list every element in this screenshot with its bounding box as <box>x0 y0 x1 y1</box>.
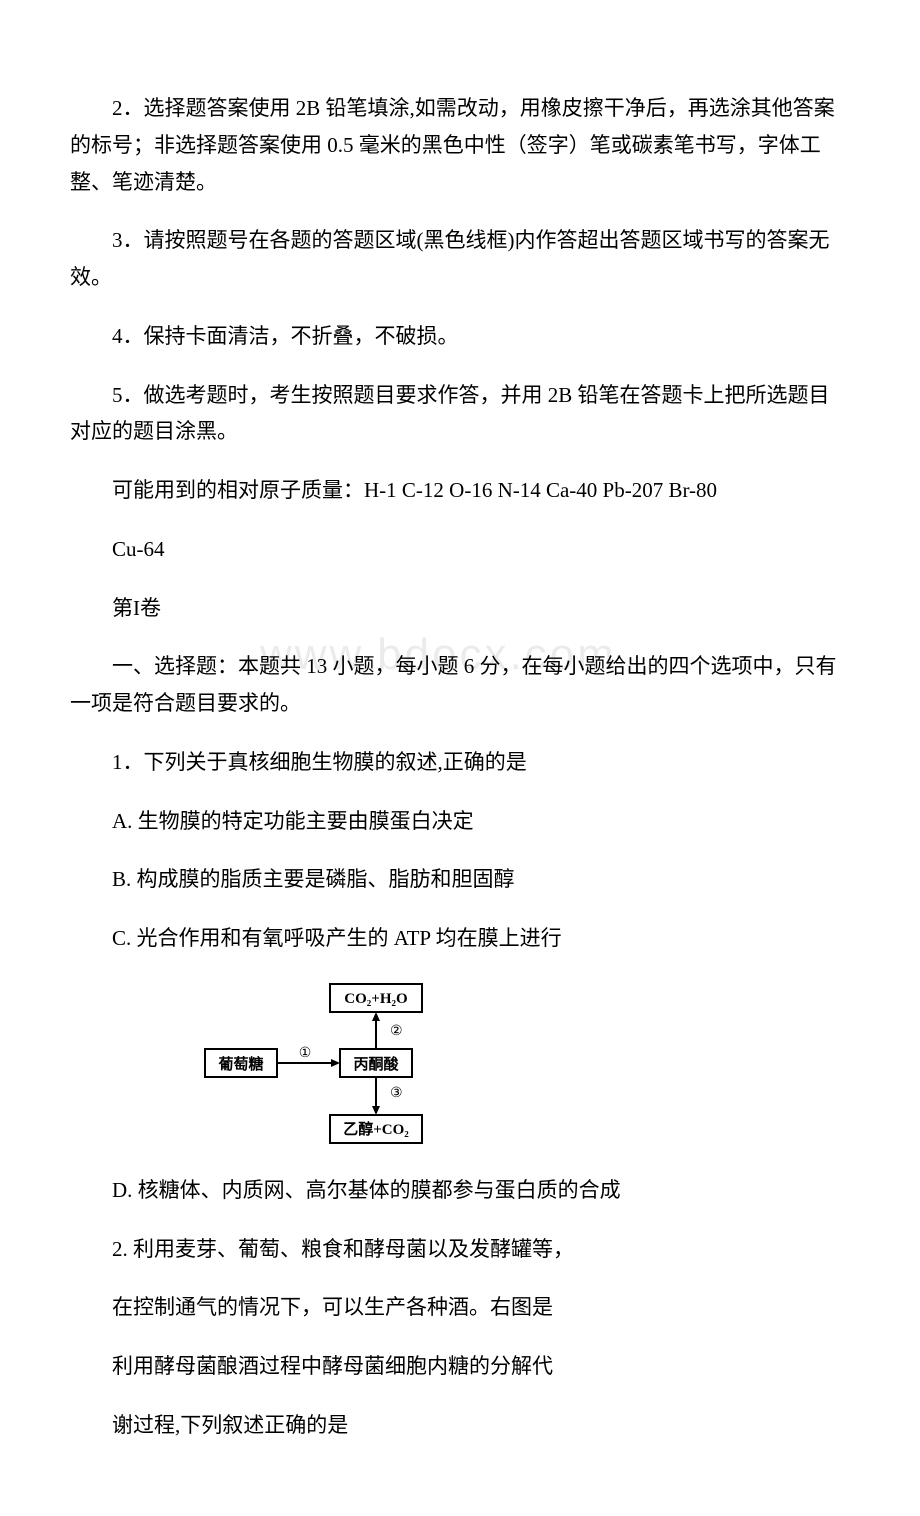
instruction-3: 3．请按照题号在各题的答题区域(黑色线框)内作答超出答题区域书写的答案无效。 <box>70 222 850 296</box>
diagram-arrowhead-3 <box>372 1106 380 1115</box>
q1-option-d: D. 核糖体、内质网、高尔基体的膜都参与蛋白质的合成 <box>70 1172 850 1209</box>
atomic-mass-line1: 可能用到的相对原子质量：H-1 C-12 O-16 N-14 Ca-40 Pb-… <box>70 472 850 509</box>
diagram-text-mid: 丙酮酸 <box>353 1055 399 1073</box>
q2-line1: 2. 利用麦芽、葡萄、粮食和酵母菌以及发酵罐等， <box>70 1231 850 1268</box>
q1-option-b: B. 构成膜的脂质主要是磷脂、脂肪和胆固醇 <box>70 861 850 898</box>
diagram-svg: CO₂+H₂O 葡萄糖 丙酮酸 乙醇+CO₂ ① ② ③ <box>200 979 460 1149</box>
page-content: www.bdocx.com 2．选择题答案使用 2B 铅笔填涂,如需改动，用橡皮… <box>70 90 850 1444</box>
instruction-2: 2．选择题答案使用 2B 铅笔填涂,如需改动，用橡皮擦干净后，再选涂其他答案的标… <box>70 90 850 200</box>
diagram-text-bottom: 乙醇+CO₂ <box>343 1120 409 1138</box>
diagram-text-top: CO₂+H₂O <box>344 991 407 1007</box>
diagram-label-1: ① <box>299 1046 312 1061</box>
q1-option-a: A. 生物膜的特定功能主要由膜蛋白决定 <box>70 803 850 840</box>
diagram-arrowhead-2 <box>372 1012 380 1021</box>
q2-line2: 在控制通气的情况下，可以生产各种酒。右图是 <box>70 1289 850 1326</box>
diagram-label-3: ③ <box>390 1086 403 1101</box>
diagram-arrowhead-1 <box>331 1059 340 1067</box>
q2-line4: 谢过程,下列叙述正确的是 <box>70 1407 850 1444</box>
diagram-text-left: 葡萄糖 <box>217 1055 263 1073</box>
instruction-4: 4．保持卡面清洁，不折叠，不破损。 <box>70 318 850 355</box>
q2-line3: 利用酵母菌酿酒过程中酵母菌细胞内糖的分解代 <box>70 1348 850 1385</box>
diagram-label-2: ② <box>390 1024 403 1039</box>
metabolism-diagram: CO₂+H₂O 葡萄糖 丙酮酸 乙醇+CO₂ ① ② ③ <box>200 979 850 1154</box>
q1-option-c: C. 光合作用和有氧呼吸产生的 ATP 均在膜上进行 <box>70 920 850 957</box>
instruction-5: 5．做选考题时，考生按照题目要求作答，并用 2B 铅笔在答题卡上把所选题目对应的… <box>70 377 850 451</box>
section-intro: 一、选择题：本题共 13 小题，每小题 6 分，在每小题给出的四个选项中，只有一… <box>70 648 850 722</box>
section-heading: 第I卷 <box>70 590 850 627</box>
atomic-mass-line2: Cu-64 <box>70 531 850 568</box>
q1-stem: 1．下列关于真核细胞生物膜的叙述,正确的是 <box>70 744 850 781</box>
